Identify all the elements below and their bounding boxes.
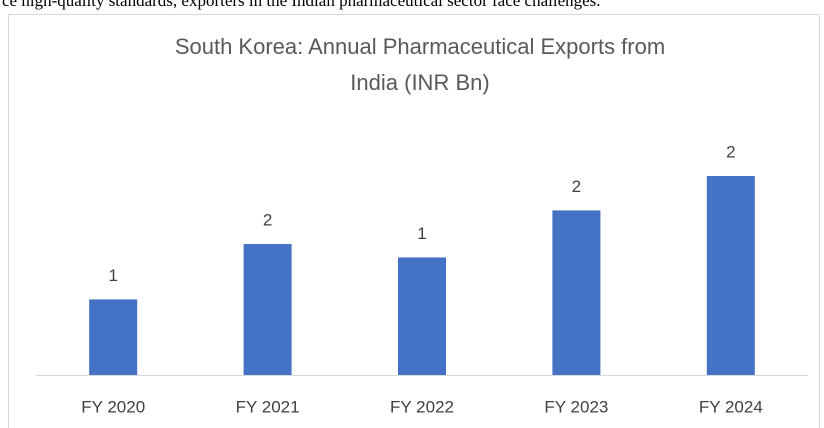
data-label: 1 [108, 266, 117, 285]
bar [552, 210, 601, 375]
x-tick-label: FY 2020 [81, 397, 145, 416]
data-label: 2 [263, 210, 272, 229]
bar [243, 244, 292, 375]
cropped-text: ce high-quality standards, exporters in … [2, 0, 601, 10]
data-label: 2 [572, 177, 581, 196]
x-tick-label: FY 2023 [544, 397, 608, 416]
x-tick-label: FY 2022 [390, 397, 454, 416]
bar [89, 299, 138, 375]
chart-border [8, 14, 820, 428]
chart-title: South Korea: Annual Pharmaceutical Expor… [175, 34, 665, 59]
bar [398, 257, 446, 375]
x-tick-label: FY 2024 [699, 397, 763, 416]
data-label: 1 [417, 224, 426, 243]
data-label: 2 [726, 142, 735, 161]
x-tick-label: FY 2021 [236, 397, 300, 416]
bar [706, 176, 755, 375]
chart-title: India (INR Bn) [350, 70, 489, 95]
